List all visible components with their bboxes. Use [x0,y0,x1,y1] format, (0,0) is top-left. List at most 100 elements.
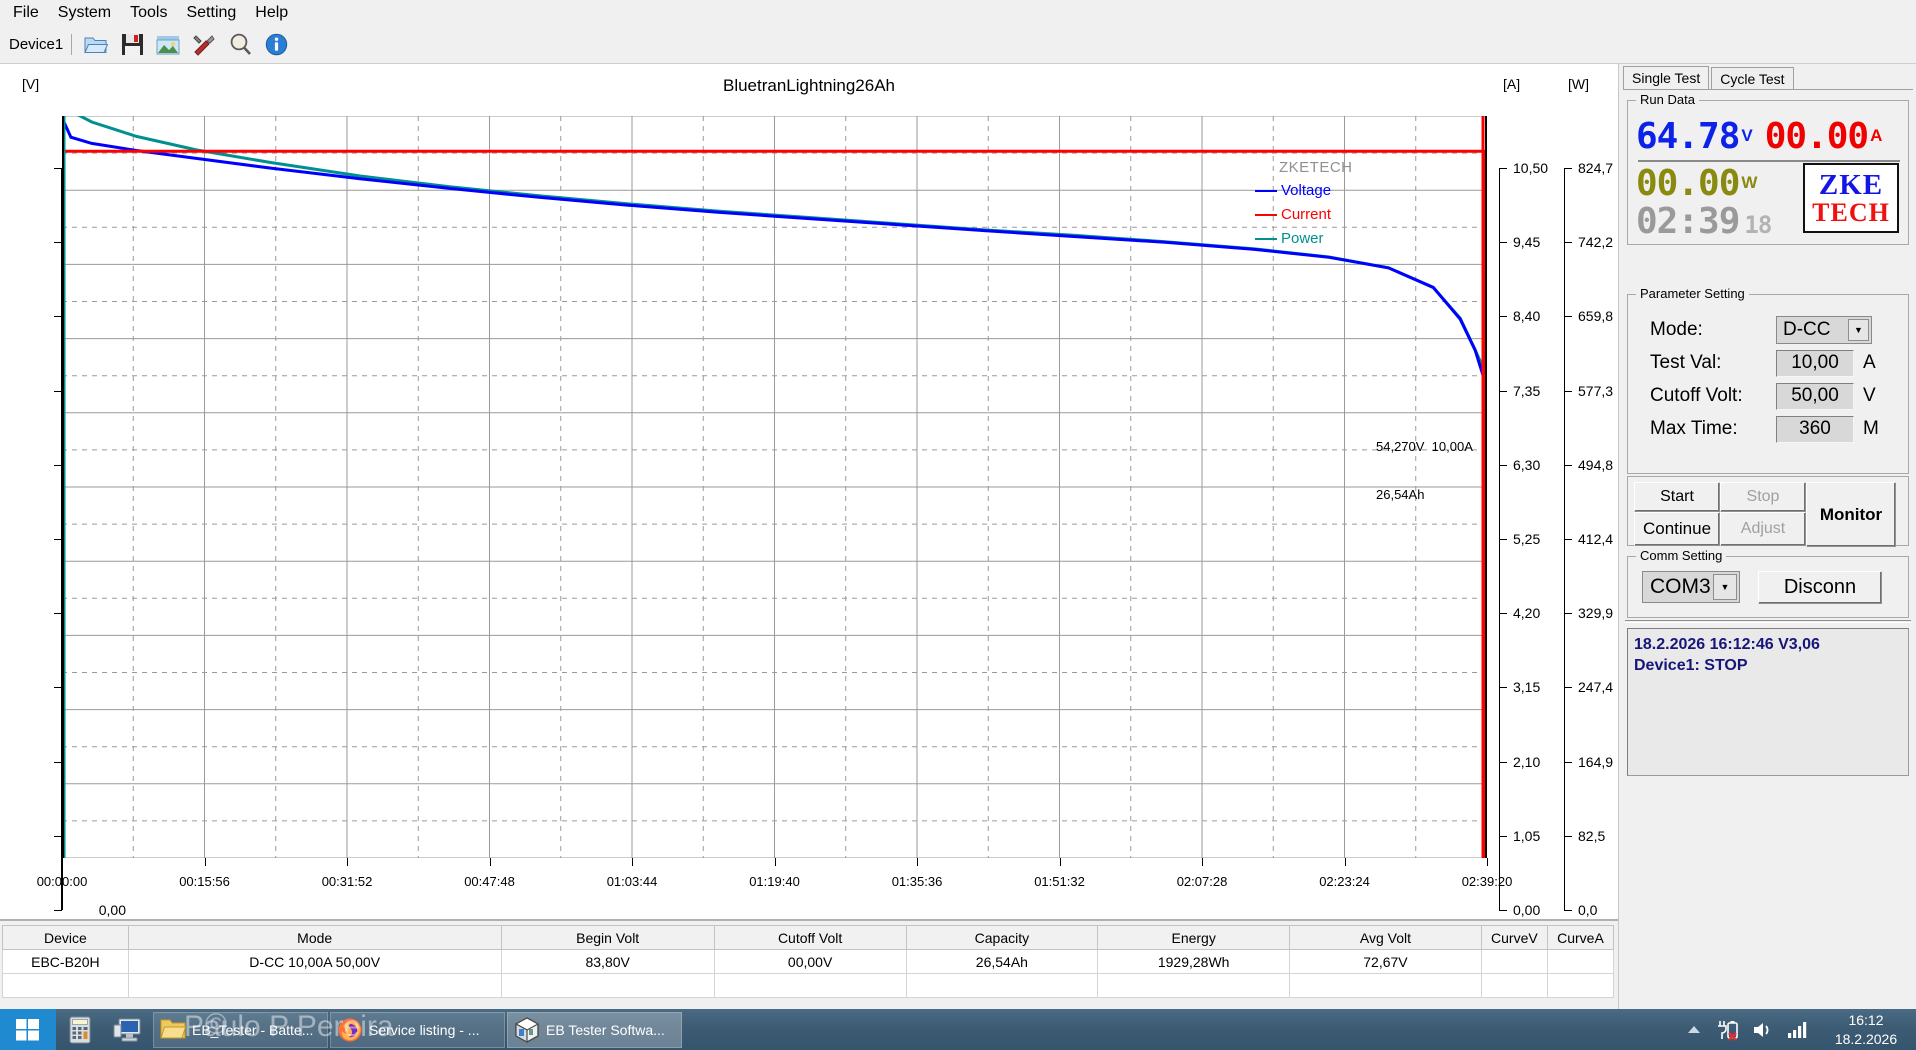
y-tickmark-volt-1 [54,242,62,244]
chevron-up-icon[interactable] [1678,1009,1710,1050]
table-header-mode[interactable]: Mode [127,925,502,950]
table-header-energy[interactable]: Energy [1097,925,1291,950]
mode-select[interactable]: D-CC ▼ [1776,316,1872,344]
table-header-cutoff-volt[interactable]: Cutoff Volt [713,925,907,950]
y-axis-unit-watt: [W] [1568,76,1589,92]
continue-button[interactable]: Continue [1634,512,1720,546]
y-tick-watt-4: 494,8 [1578,456,1614,473]
taskbar-button-firefox[interactable]: Service listing - ... [330,1011,505,1048]
save-disk-icon[interactable] [117,30,147,60]
table-header-begin-volt[interactable]: Begin Volt [500,925,715,950]
device-tab-label[interactable]: Device1 [5,34,73,55]
zketech-logo: ZKE TECH [1803,163,1899,233]
results-table-panel: Device Mode Begin Volt Cutoff Volt Capac… [0,919,1618,1009]
volume-icon[interactable] [1746,1009,1780,1050]
x-tick-2: 00:31:52 [321,874,373,889]
start-button[interactable]: Start [1634,482,1720,512]
run-data-group: Run Data 64.78 V 00.00 A 00.00 W 02:39 1… [1627,92,1909,245]
y-tickmark-watt-8 [1564,761,1572,763]
y-tick-watt-1: 742,2 [1578,234,1614,251]
taskbar-button-eb-tester-folder[interactable]: EB_Tester - Batte... [153,1011,328,1048]
y-tickmark-volt-4 [54,464,62,466]
table-header-curve-v[interactable]: CurveV [1480,925,1548,950]
table-header-device[interactable]: Device [2,925,129,950]
image-export-icon[interactable] [153,30,183,60]
table-header-curve-a[interactable]: CurveA [1546,925,1615,950]
y-tickmark-volt-7 [54,687,62,689]
zketech-logo-bottom: TECH [1812,197,1890,227]
y-tickmark-amp-7 [1499,687,1507,689]
open-folder-icon[interactable] [81,30,111,60]
x-tickmark-9 [1344,858,1346,866]
computer-icon[interactable] [104,1009,152,1050]
x-tick-3: 00:47:48 [464,874,515,889]
param-row-mode: Mode: D-CC ▼ [1636,313,1902,347]
com-port-select[interactable]: COM3 ▼ [1642,571,1740,603]
y-tick-amp-0: 10,50 [1513,160,1549,176]
cutoff-volt-input[interactable]: 50,00 [1776,382,1854,410]
results-table[interactable]: Device Mode Begin Volt Cutoff Volt Capac… [2,925,1615,998]
cell-curve-a-swatch[interactable] [1546,949,1615,974]
menu-system[interactable]: System [57,4,112,21]
taskbar-clock[interactable]: 16:12 18.2.2026 [1824,1011,1908,1047]
menu-file[interactable]: File [13,4,39,21]
info-icon[interactable] [261,30,291,60]
legend-label-current: Current [1281,206,1332,223]
legend-swatch-voltage [1255,189,1277,192]
test-val-unit: A [1863,352,1876,373]
monitor-button[interactable]: Monitor [1806,482,1896,547]
table-row-empty[interactable] [2,973,1615,998]
log-line-2: Device1: STOP [1634,656,1748,674]
test-val-input[interactable]: 10,00 [1776,349,1854,377]
taskbar-button-eb-tester-software[interactable]: EB Tester Softwa... [507,1011,682,1048]
y-tick-amp-7: 3,15 [1513,679,1541,696]
start-menu-button[interactable] [0,1009,56,1050]
legend-item-power[interactable]: Power [1255,230,1353,247]
status-log[interactable]: 18.2.2026 16:12:46 V3,06 Device1: STOP [1627,628,1909,776]
menu-setting[interactable]: Setting [186,4,237,21]
y-tickmark-amp-5 [1499,539,1507,540]
plot-area[interactable] [60,102,1488,859]
com-port-value: COM3 [1650,575,1711,598]
tab-single-test[interactable]: Single Test [1623,66,1710,90]
table-header-capacity[interactable]: Capacity [905,925,1099,950]
x-tick-7: 01:51:32 [1034,874,1085,889]
menu-help[interactable]: Help [255,4,289,21]
x-tickmark-8 [1202,858,1203,866]
table-header-avg-volt[interactable]: Avg Volt [1289,925,1482,950]
cell-capacity: 26,54Ah [905,949,1099,974]
disconnect-button[interactable]: Disconn [1758,571,1882,604]
adjust-button[interactable]: Adjust [1720,512,1806,546]
cell-empty-3 [500,973,715,998]
cell-curve-v-swatch[interactable] [1480,949,1548,974]
tab-cycle-test[interactable]: Cycle Test [1711,67,1794,90]
menu-tools[interactable]: Tools [130,4,168,21]
legend-swatch-current [1255,213,1277,216]
param-row-test-val: Test Val: 10,00 A [1636,346,1902,380]
y-tickmark-watt-6 [1564,613,1572,615]
calculator-icon[interactable] [56,1009,104,1050]
y-tick-amp-5: 5,25 [1513,531,1541,547]
x-tick-9: 02:23:24 [1319,874,1370,889]
legend-swatch-power [1255,237,1277,240]
network-signal-icon[interactable] [1780,1009,1814,1050]
max-time-input[interactable]: 360 [1776,415,1854,443]
log-line-1: 18.2.2026 16:12:46 V3,06 [1634,636,1820,653]
x-tickmark-7 [1059,858,1061,866]
parameter-setting-group: Parameter Setting Mode: D-CC ▼ Test Val:… [1627,286,1909,474]
battery-plug-icon[interactable] [1710,1009,1746,1050]
legend-item-voltage[interactable]: Voltage [1255,182,1353,199]
legend-item-current[interactable]: Current [1255,206,1353,223]
y-tick-watt-0: 824,7 [1578,160,1614,176]
chevron-down-icon[interactable]: ▼ [1848,319,1869,341]
taskbar-label-1: Service listing - ... [369,1021,480,1038]
y-tickmark-volt-9 [54,835,62,837]
y-tick-watt-9: 82,5 [1578,827,1606,844]
tools-icon[interactable] [189,30,219,60]
zoom-icon[interactable] [225,30,255,60]
table-row[interactable]: EBC-B20H D-CC 10,00A 50,00V 83,80V 00,00… [2,949,1615,974]
annotation-line1: 54,270V 10,00A [1376,438,1473,454]
chevron-down-icon-comm[interactable]: ▼ [1713,574,1737,600]
run-elapsed-time: 02:39 [1636,201,1740,242]
stop-button[interactable]: Stop [1720,482,1806,512]
